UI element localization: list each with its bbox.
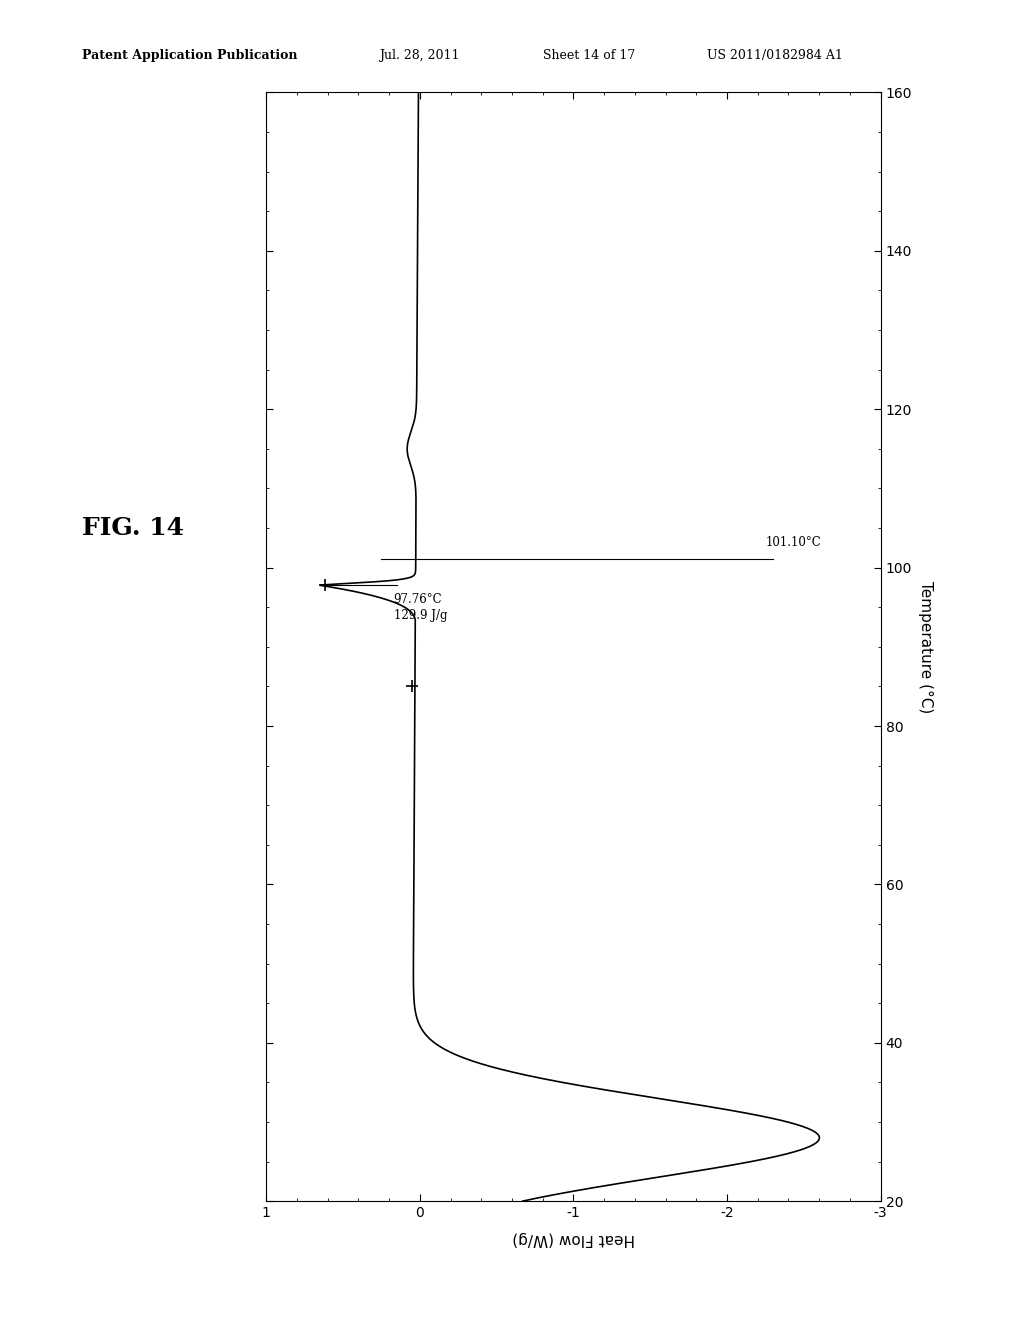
X-axis label: Heat Flow (W/g): Heat Flow (W/g) [512, 1232, 635, 1246]
Text: Patent Application Publication: Patent Application Publication [82, 49, 297, 62]
Text: Jul. 28, 2011: Jul. 28, 2011 [379, 49, 460, 62]
Y-axis label: Temperature (°C): Temperature (°C) [918, 581, 933, 713]
Text: 101.10°C: 101.10°C [766, 536, 821, 549]
Text: FIG. 14: FIG. 14 [82, 516, 184, 540]
Text: Sheet 14 of 17: Sheet 14 of 17 [543, 49, 635, 62]
Text: 97.76°C: 97.76°C [393, 593, 442, 606]
Text: US 2011/0182984 A1: US 2011/0182984 A1 [707, 49, 843, 62]
Text: 129.9 J/g: 129.9 J/g [393, 609, 447, 622]
